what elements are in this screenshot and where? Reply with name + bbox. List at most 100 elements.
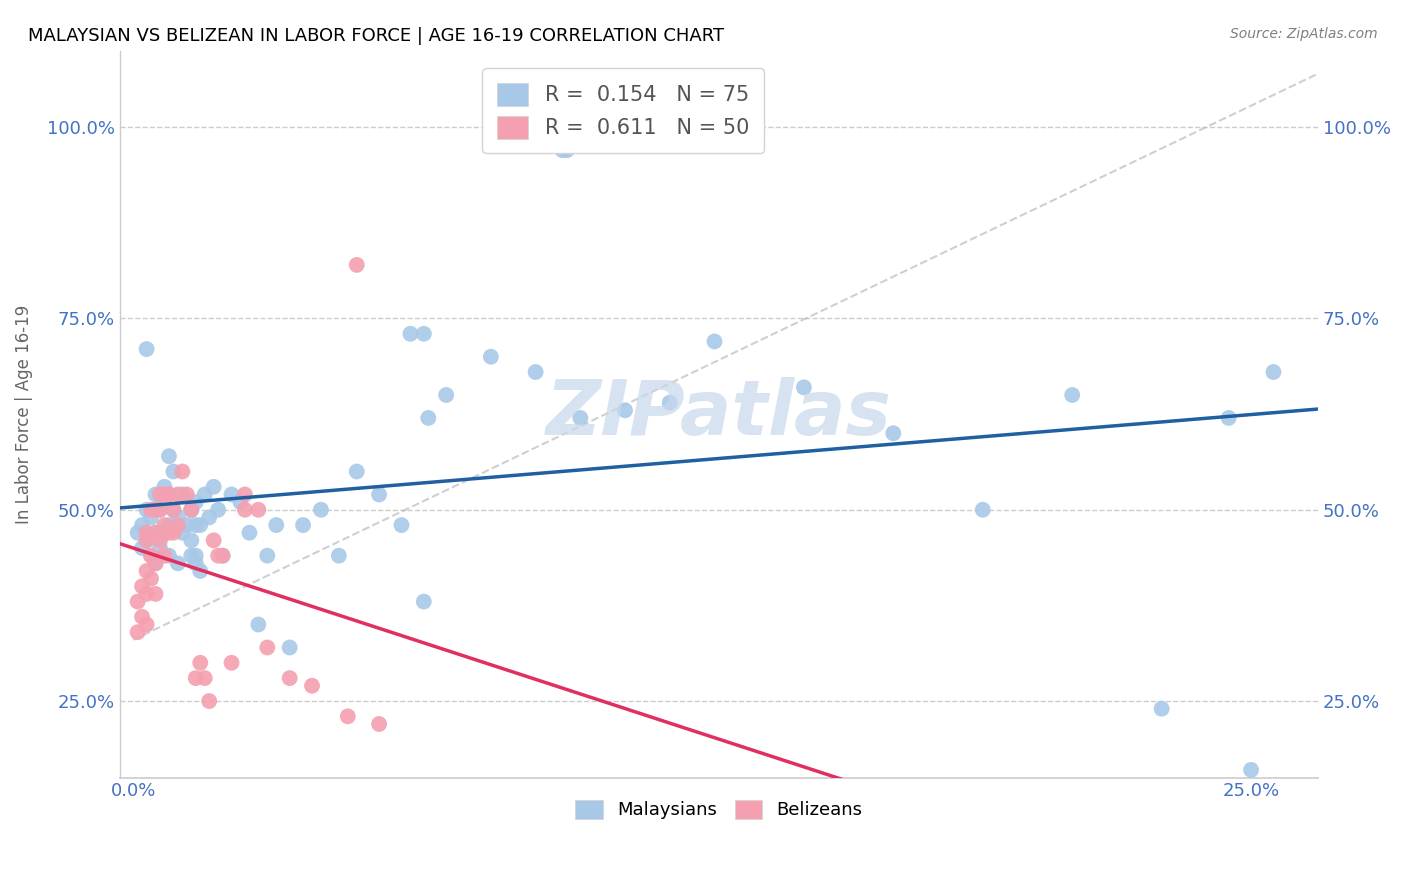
Point <box>221 487 243 501</box>
Point <box>194 487 217 501</box>
Point <box>135 533 157 548</box>
Point <box>328 549 350 563</box>
Point <box>198 694 221 708</box>
Point <box>135 564 157 578</box>
Text: ZIPatlas: ZIPatlas <box>546 377 891 451</box>
Point <box>135 342 157 356</box>
Point <box>135 587 157 601</box>
Point <box>1240 763 1263 777</box>
Point <box>233 502 256 516</box>
Point <box>368 717 391 731</box>
Point <box>145 525 167 540</box>
Point <box>157 449 180 463</box>
Point <box>139 572 162 586</box>
Point <box>162 502 184 516</box>
Point <box>157 487 180 501</box>
Point <box>292 518 315 533</box>
Point <box>658 395 681 409</box>
Point <box>149 533 172 548</box>
Point <box>524 365 547 379</box>
Point <box>184 518 207 533</box>
Point <box>202 533 225 548</box>
Point <box>614 403 637 417</box>
Point <box>207 549 229 563</box>
Point <box>139 502 162 516</box>
Point <box>882 426 904 441</box>
Point <box>162 465 184 479</box>
Point <box>184 557 207 571</box>
Point <box>569 411 592 425</box>
Point <box>479 350 502 364</box>
Point <box>145 557 167 571</box>
Point <box>139 549 162 563</box>
Point <box>153 525 176 540</box>
Point <box>247 617 270 632</box>
Point <box>278 671 301 685</box>
Point <box>221 656 243 670</box>
Point <box>172 465 194 479</box>
Point <box>149 502 172 516</box>
Point <box>153 480 176 494</box>
Point <box>233 487 256 501</box>
Point <box>131 518 153 533</box>
Point <box>793 380 815 394</box>
Point <box>162 502 184 516</box>
Point <box>149 487 172 501</box>
Point <box>188 656 211 670</box>
Point <box>551 143 574 157</box>
Point <box>145 525 167 540</box>
Point <box>153 487 176 501</box>
Point <box>1263 365 1285 379</box>
Point <box>368 487 391 501</box>
Point <box>346 465 368 479</box>
Point <box>229 495 252 509</box>
Point <box>157 487 180 501</box>
Point <box>135 525 157 540</box>
Point <box>167 510 190 524</box>
Point <box>264 518 287 533</box>
Point <box>184 549 207 563</box>
Point <box>188 564 211 578</box>
Point <box>1150 702 1173 716</box>
Point <box>131 541 153 555</box>
Point <box>238 525 260 540</box>
Point <box>256 640 278 655</box>
Point <box>418 411 440 425</box>
Point <box>278 640 301 655</box>
Point <box>180 502 202 516</box>
Point <box>127 625 149 640</box>
Point <box>412 326 434 341</box>
Point <box>172 487 194 501</box>
Point <box>198 510 221 524</box>
Point <box>131 579 153 593</box>
Point <box>145 487 167 501</box>
Point <box>211 549 233 563</box>
Point <box>176 487 198 501</box>
Point <box>972 502 994 516</box>
Point <box>172 525 194 540</box>
Point <box>145 587 167 601</box>
Point <box>551 136 574 150</box>
Point <box>145 557 167 571</box>
Point <box>180 502 202 516</box>
Legend: Malaysians, Belizeans: Malaysians, Belizeans <box>568 793 870 827</box>
Point <box>162 525 184 540</box>
Point <box>167 518 190 533</box>
Point <box>180 549 202 563</box>
Point <box>131 610 153 624</box>
Point <box>153 549 176 563</box>
Point <box>139 510 162 524</box>
Point <box>127 525 149 540</box>
Point <box>135 617 157 632</box>
Point <box>399 326 422 341</box>
Point <box>145 502 167 516</box>
Point <box>127 594 149 608</box>
Point <box>301 679 323 693</box>
Point <box>139 549 162 563</box>
Point <box>157 549 180 563</box>
Point <box>176 518 198 533</box>
Point <box>336 709 359 723</box>
Point <box>167 557 190 571</box>
Point <box>135 502 157 516</box>
Point <box>149 541 172 555</box>
